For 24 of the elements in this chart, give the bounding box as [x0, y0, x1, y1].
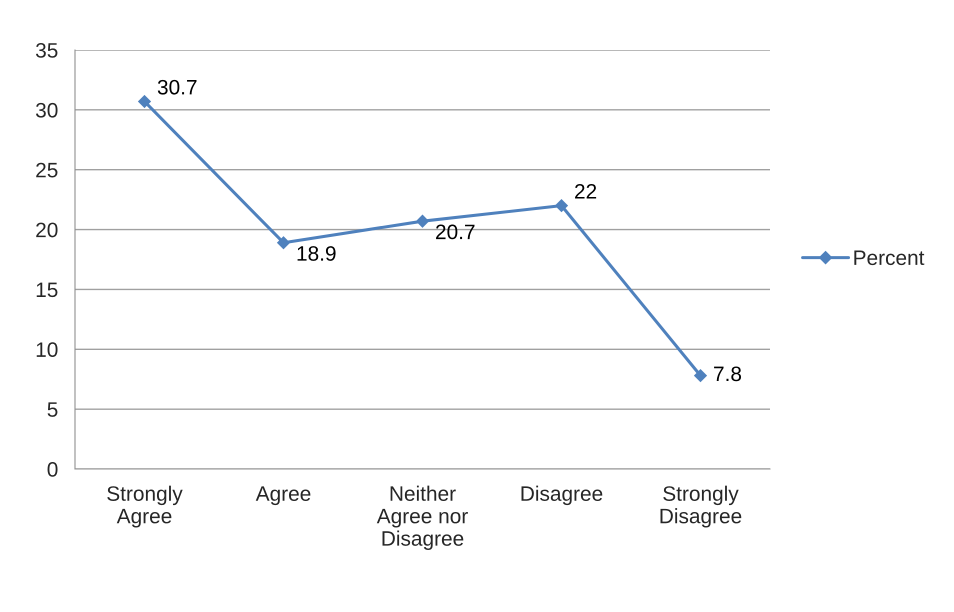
- y-tick-label: 15: [36, 282, 58, 298]
- point: [138, 95, 151, 108]
- x-tick-label: Strongly Agree: [107, 486, 183, 528]
- data-label: 30.7: [158, 80, 196, 95]
- y-tick-label: 0: [48, 462, 58, 477]
- data-label: 18.9: [298, 246, 336, 261]
- data-label: 20.7: [436, 224, 474, 240]
- point: [416, 214, 429, 228]
- point: [694, 369, 707, 382]
- y-tick-label: 25: [36, 162, 58, 178]
- point: [555, 199, 568, 212]
- point: [277, 236, 290, 250]
- y-tick-label: 10: [36, 342, 58, 358]
- x-tick-label: Neither Agree nor Disagree: [376, 486, 468, 550]
- y-tick-label: 5: [48, 402, 58, 417]
- y-tick-label: 20: [36, 222, 58, 238]
- y-tick-label: 30: [36, 102, 58, 118]
- legend-label: Percent: [854, 250, 924, 266]
- x-tick-label: Agree: [256, 486, 310, 506]
- data-label: 7.8: [714, 366, 742, 382]
- x-tick-label: Disagree: [522, 486, 602, 506]
- x-tick-label: Strongly Disagree: [660, 486, 742, 528]
- y-tick-label: 35: [36, 43, 58, 58]
- data-label: 22: [575, 184, 596, 199]
